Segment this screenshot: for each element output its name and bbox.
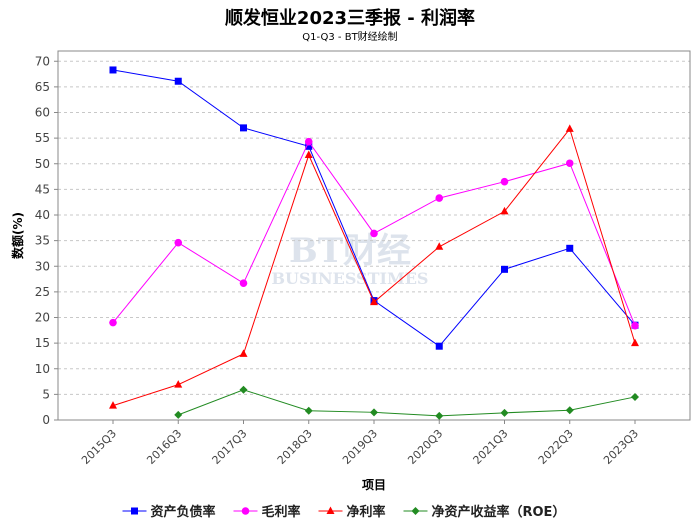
x-tick-label: 2017Q3 (210, 427, 250, 467)
y-tick-label: 15 (35, 336, 50, 350)
data-point (304, 150, 313, 159)
data-point (174, 77, 182, 85)
y-tick-label: 60 (35, 106, 50, 120)
data-point (500, 177, 509, 186)
y-tick-label: 70 (35, 54, 50, 68)
watermark-text: BT财经 (289, 231, 411, 271)
data-point (501, 265, 508, 273)
data-point (370, 297, 378, 306)
x-tick-label: 2022Q3 (536, 427, 576, 467)
x-tick-label: 2018Q3 (275, 427, 315, 467)
data-point (239, 279, 248, 287)
x-axis: 2015Q3 2016Q3 2017Q3 2018Q3 2019Q3 2020Q3 2021… (79, 420, 641, 467)
series-layer (109, 66, 639, 420)
x-tick-label: 2020Q3 (405, 427, 445, 467)
data-point (174, 410, 183, 419)
data-point (305, 142, 313, 150)
data-point (631, 338, 639, 347)
data-point (239, 385, 248, 394)
data-point (109, 66, 117, 74)
legend-item-2: 净利率 (318, 504, 386, 520)
y-tick-label: 0 (42, 413, 50, 427)
legend: 资产负债率 毛利率 净利率 净资产收益率（ROE） (122, 504, 566, 520)
x-tick-label: 2021Q3 (471, 427, 511, 467)
data-point (109, 401, 117, 409)
y-tick-label: 55 (35, 131, 50, 145)
y-axis-label: 数额(%) (10, 212, 25, 259)
y-axis: 0 5 10 15 20 25 30 35 40 45 50 55 60 65 70 (35, 54, 58, 427)
chart-subtitle: Q1-Q3 - BT财经绘制 (302, 32, 398, 43)
watermark-subtext: BUSINESSTIMES (272, 269, 429, 288)
y-tick-label: 30 (35, 259, 50, 273)
x-tick-label: 2015Q3 (79, 427, 119, 467)
data-point (304, 137, 313, 146)
y-tick-label: 45 (35, 182, 50, 196)
legend-label: 净资产收益率（ROE） (432, 504, 566, 520)
y-tick-label: 40 (35, 208, 50, 222)
data-point (631, 321, 639, 330)
data-point (109, 318, 117, 327)
y-tick-label: 25 (35, 285, 50, 299)
x-tick-label: 2016Q3 (144, 427, 184, 467)
data-point (631, 392, 639, 401)
legend-marker (131, 507, 138, 515)
series-line (178, 389, 636, 417)
legend-label: 净利率 (347, 504, 386, 520)
y-tick-label: 65 (35, 80, 50, 94)
data-point (565, 159, 574, 168)
y-tick-label: 50 (35, 157, 50, 171)
legend-item-3: 净资产收益率（ROE） (403, 504, 566, 520)
series-1 (109, 137, 639, 330)
legend-marker (241, 507, 250, 515)
legend-item-0: 资产负债率 (122, 504, 216, 520)
data-point (565, 124, 574, 132)
data-point (240, 124, 247, 132)
data-point (566, 244, 574, 252)
data-point (370, 408, 378, 417)
data-point (435, 411, 444, 420)
data-point (239, 349, 248, 357)
data-point (174, 380, 183, 388)
data-point (565, 406, 574, 415)
data-point (500, 206, 509, 215)
y-tick-label: 5 (42, 387, 50, 401)
data-point (174, 238, 183, 247)
legend-label: 毛利率 (262, 504, 301, 520)
x-axis-label: 项目 (362, 478, 386, 492)
legend-marker (326, 506, 335, 514)
legend-marker (411, 507, 420, 515)
series-3 (174, 385, 639, 420)
series-2 (109, 124, 639, 409)
y-tick-label: 35 (35, 234, 50, 248)
legend-label: 资产负债率 (151, 504, 216, 520)
data-point (500, 408, 509, 417)
x-tick-label: 2023Q3 (601, 427, 641, 467)
data-point (304, 406, 313, 415)
data-point (435, 342, 443, 350)
x-tick-label: 2019Q3 (340, 427, 380, 467)
y-tick-label: 10 (35, 362, 50, 376)
data-point (370, 229, 378, 238)
y-tick-label: 20 (35, 311, 50, 325)
data-point (435, 194, 444, 202)
series-0 (109, 66, 639, 350)
legend-item-1: 毛利率 (233, 504, 301, 520)
chart-title: 顺发恒业2023三季报 - 利润率 (224, 8, 476, 29)
data-point (435, 242, 444, 250)
